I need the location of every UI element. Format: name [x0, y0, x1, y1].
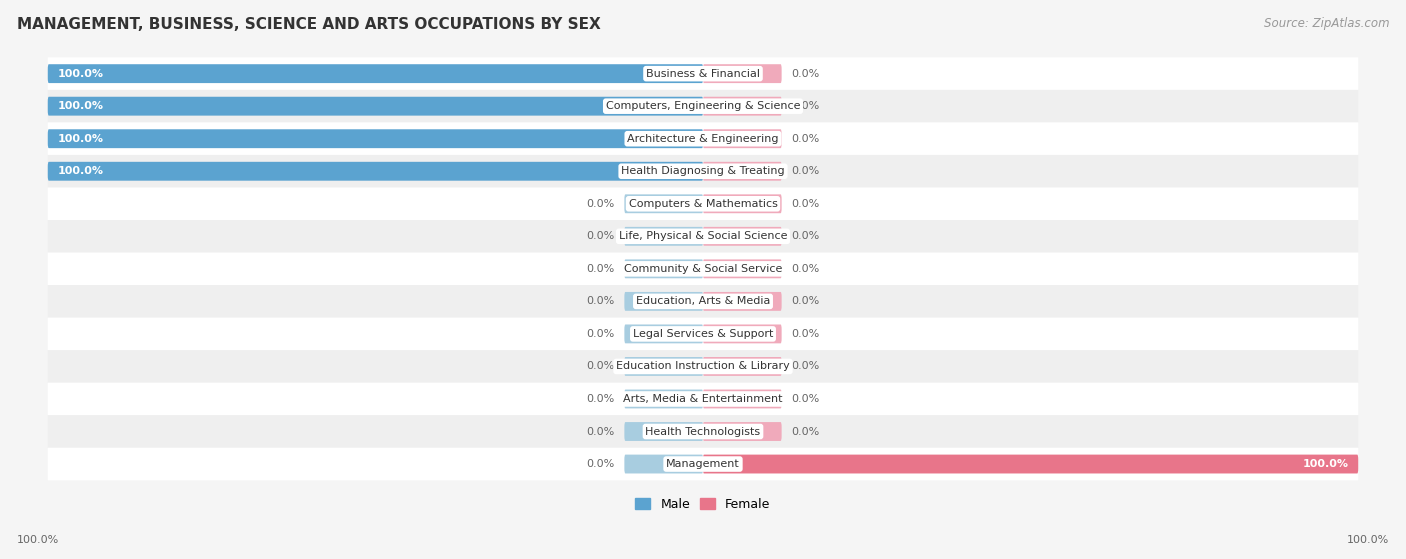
Text: Legal Services & Support: Legal Services & Support: [633, 329, 773, 339]
Text: 0.0%: 0.0%: [792, 134, 820, 144]
FancyBboxPatch shape: [703, 162, 782, 181]
Text: 100.0%: 100.0%: [58, 101, 104, 111]
FancyBboxPatch shape: [703, 324, 782, 343]
Text: 0.0%: 0.0%: [792, 362, 820, 371]
FancyBboxPatch shape: [48, 318, 1358, 350]
FancyBboxPatch shape: [703, 259, 782, 278]
Text: Health Technologists: Health Technologists: [645, 427, 761, 437]
FancyBboxPatch shape: [703, 227, 782, 246]
FancyBboxPatch shape: [48, 448, 1358, 480]
Text: Source: ZipAtlas.com: Source: ZipAtlas.com: [1264, 17, 1389, 30]
FancyBboxPatch shape: [48, 187, 1358, 220]
FancyBboxPatch shape: [48, 58, 1358, 90]
FancyBboxPatch shape: [624, 357, 703, 376]
FancyBboxPatch shape: [48, 64, 703, 83]
FancyBboxPatch shape: [624, 324, 703, 343]
Text: Life, Physical & Social Science: Life, Physical & Social Science: [619, 231, 787, 241]
FancyBboxPatch shape: [703, 292, 782, 311]
Text: 0.0%: 0.0%: [792, 199, 820, 209]
Text: 0.0%: 0.0%: [586, 329, 614, 339]
Legend: Male, Female: Male, Female: [630, 493, 776, 516]
Text: Community & Social Service: Community & Social Service: [624, 264, 782, 274]
Text: 0.0%: 0.0%: [792, 101, 820, 111]
FancyBboxPatch shape: [48, 97, 703, 116]
Text: 0.0%: 0.0%: [586, 296, 614, 306]
Text: 0.0%: 0.0%: [586, 362, 614, 371]
FancyBboxPatch shape: [703, 390, 782, 409]
Text: 0.0%: 0.0%: [586, 199, 614, 209]
Text: Computers & Mathematics: Computers & Mathematics: [628, 199, 778, 209]
FancyBboxPatch shape: [624, 454, 703, 473]
Text: 0.0%: 0.0%: [792, 231, 820, 241]
Text: 0.0%: 0.0%: [792, 296, 820, 306]
FancyBboxPatch shape: [624, 259, 703, 278]
Text: 0.0%: 0.0%: [792, 264, 820, 274]
FancyBboxPatch shape: [48, 90, 1358, 122]
Text: Business & Financial: Business & Financial: [645, 69, 761, 79]
FancyBboxPatch shape: [48, 383, 1358, 415]
Text: 0.0%: 0.0%: [792, 329, 820, 339]
Text: 0.0%: 0.0%: [792, 427, 820, 437]
FancyBboxPatch shape: [703, 357, 782, 376]
FancyBboxPatch shape: [48, 155, 1358, 187]
Text: 0.0%: 0.0%: [792, 166, 820, 176]
Text: 0.0%: 0.0%: [586, 427, 614, 437]
Text: 0.0%: 0.0%: [586, 459, 614, 469]
FancyBboxPatch shape: [703, 422, 782, 441]
Text: Architecture & Engineering: Architecture & Engineering: [627, 134, 779, 144]
Text: MANAGEMENT, BUSINESS, SCIENCE AND ARTS OCCUPATIONS BY SEX: MANAGEMENT, BUSINESS, SCIENCE AND ARTS O…: [17, 17, 600, 32]
Text: Education, Arts & Media: Education, Arts & Media: [636, 296, 770, 306]
Text: 100.0%: 100.0%: [1302, 459, 1348, 469]
Text: 0.0%: 0.0%: [792, 394, 820, 404]
FancyBboxPatch shape: [624, 195, 703, 213]
Text: 100.0%: 100.0%: [1347, 535, 1389, 545]
Text: 0.0%: 0.0%: [586, 264, 614, 274]
FancyBboxPatch shape: [48, 220, 1358, 253]
Text: 0.0%: 0.0%: [586, 394, 614, 404]
FancyBboxPatch shape: [624, 390, 703, 409]
FancyBboxPatch shape: [48, 122, 1358, 155]
FancyBboxPatch shape: [703, 454, 1358, 473]
Text: 100.0%: 100.0%: [58, 134, 104, 144]
FancyBboxPatch shape: [48, 285, 1358, 318]
Text: 0.0%: 0.0%: [792, 69, 820, 79]
FancyBboxPatch shape: [703, 64, 782, 83]
FancyBboxPatch shape: [48, 415, 1358, 448]
FancyBboxPatch shape: [703, 195, 782, 213]
Text: 100.0%: 100.0%: [17, 535, 59, 545]
Text: Management: Management: [666, 459, 740, 469]
FancyBboxPatch shape: [703, 129, 782, 148]
FancyBboxPatch shape: [624, 422, 703, 441]
FancyBboxPatch shape: [48, 129, 703, 148]
Text: Health Diagnosing & Treating: Health Diagnosing & Treating: [621, 166, 785, 176]
FancyBboxPatch shape: [624, 292, 703, 311]
FancyBboxPatch shape: [703, 97, 782, 116]
Text: Computers, Engineering & Science: Computers, Engineering & Science: [606, 101, 800, 111]
FancyBboxPatch shape: [48, 253, 1358, 285]
Text: 0.0%: 0.0%: [586, 231, 614, 241]
Text: Education Instruction & Library: Education Instruction & Library: [616, 362, 790, 371]
Text: Arts, Media & Entertainment: Arts, Media & Entertainment: [623, 394, 783, 404]
Text: 100.0%: 100.0%: [58, 166, 104, 176]
FancyBboxPatch shape: [48, 162, 703, 181]
FancyBboxPatch shape: [48, 350, 1358, 383]
Text: 100.0%: 100.0%: [58, 69, 104, 79]
FancyBboxPatch shape: [624, 227, 703, 246]
